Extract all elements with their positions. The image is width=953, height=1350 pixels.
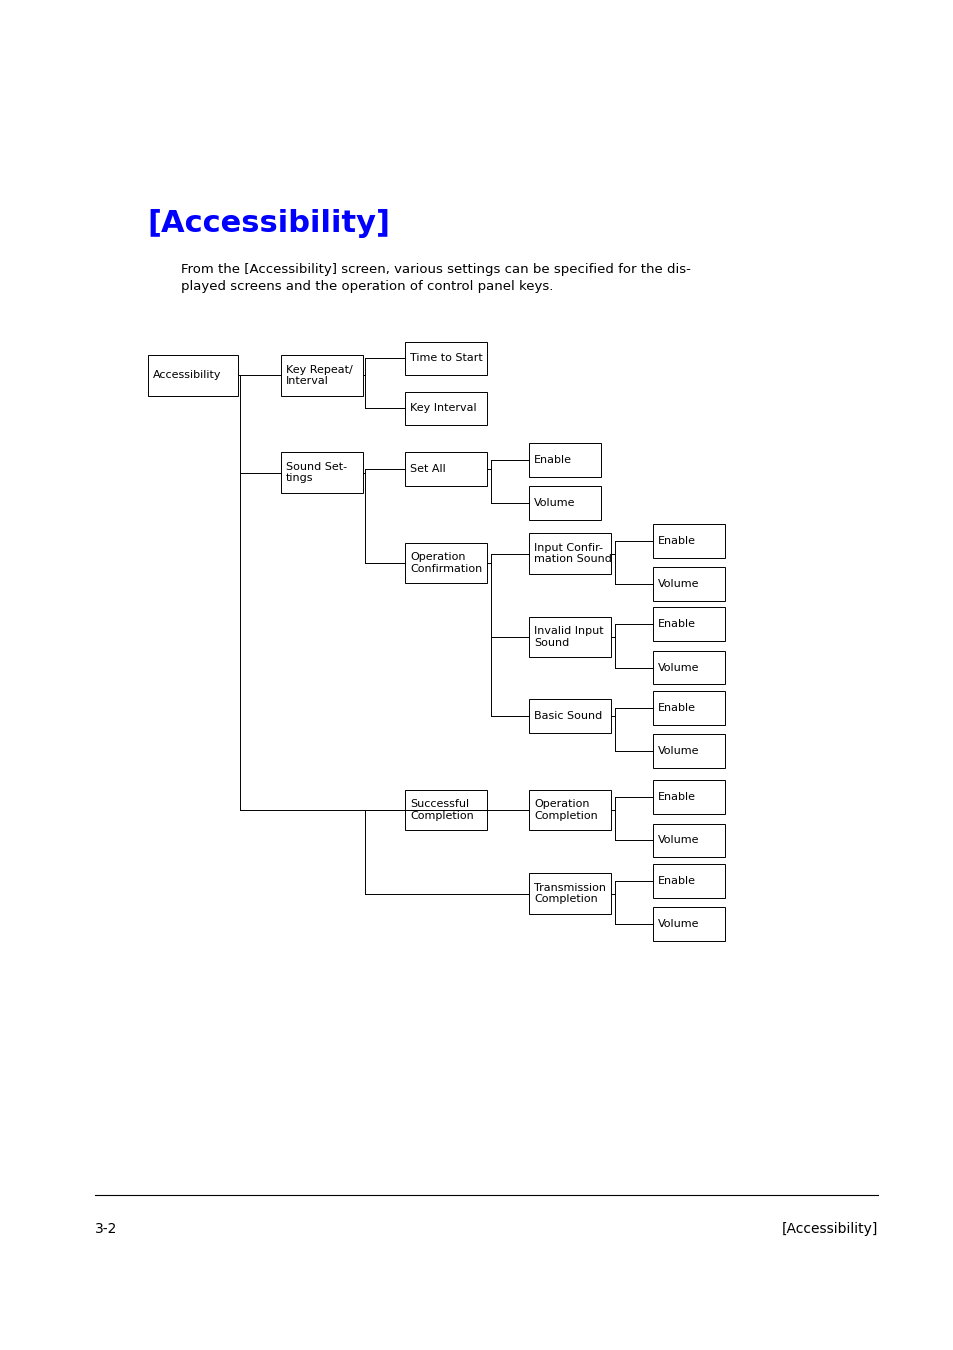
Text: Invalid Input
Sound: Invalid Input Sound — [534, 626, 603, 648]
FancyBboxPatch shape — [281, 452, 362, 493]
Text: Enable: Enable — [658, 876, 696, 886]
FancyBboxPatch shape — [529, 486, 600, 520]
FancyBboxPatch shape — [653, 907, 724, 941]
FancyBboxPatch shape — [529, 443, 600, 477]
Text: Time to Start: Time to Start — [410, 354, 482, 363]
FancyBboxPatch shape — [653, 824, 724, 857]
Text: Successful
Completion: Successful Completion — [410, 799, 474, 821]
Text: Input Confir-
mation Sound: Input Confir- mation Sound — [534, 543, 612, 564]
FancyBboxPatch shape — [529, 873, 610, 914]
Text: Transmission
Completion: Transmission Completion — [534, 883, 605, 905]
Text: Set All: Set All — [410, 464, 445, 474]
FancyBboxPatch shape — [653, 864, 724, 898]
Text: Enable: Enable — [658, 703, 696, 713]
Text: 3-2: 3-2 — [95, 1222, 117, 1235]
Text: Key Interval: Key Interval — [410, 404, 476, 413]
Text: [Accessibility]: [Accessibility] — [781, 1222, 877, 1235]
Text: Volume: Volume — [658, 663, 700, 672]
FancyBboxPatch shape — [529, 533, 610, 574]
Text: Basic Sound: Basic Sound — [534, 711, 602, 721]
Text: Volume: Volume — [658, 919, 700, 929]
Text: Volume: Volume — [658, 836, 700, 845]
FancyBboxPatch shape — [653, 524, 724, 558]
Text: Volume: Volume — [658, 747, 700, 756]
FancyBboxPatch shape — [653, 734, 724, 768]
FancyBboxPatch shape — [653, 651, 724, 684]
Text: From the [Accessibility] screen, various settings can be specified for the dis-
: From the [Accessibility] screen, various… — [181, 263, 690, 293]
Text: Key Repeat/
Interval: Key Repeat/ Interval — [286, 364, 353, 386]
FancyBboxPatch shape — [405, 790, 486, 830]
Text: Volume: Volume — [534, 498, 576, 508]
FancyBboxPatch shape — [653, 691, 724, 725]
Text: Enable: Enable — [658, 792, 696, 802]
Text: Enable: Enable — [534, 455, 572, 464]
FancyBboxPatch shape — [653, 608, 724, 641]
FancyBboxPatch shape — [529, 699, 610, 733]
Text: Sound Set-
tings: Sound Set- tings — [286, 462, 347, 483]
FancyBboxPatch shape — [653, 567, 724, 601]
Text: Accessibility: Accessibility — [152, 370, 221, 381]
Text: Enable: Enable — [658, 620, 696, 629]
FancyBboxPatch shape — [405, 342, 486, 375]
Text: Volume: Volume — [658, 579, 700, 589]
FancyBboxPatch shape — [653, 780, 724, 814]
Text: Operation
Confirmation: Operation Confirmation — [410, 552, 482, 574]
FancyBboxPatch shape — [281, 355, 362, 396]
FancyBboxPatch shape — [529, 790, 610, 830]
FancyBboxPatch shape — [529, 617, 610, 657]
FancyBboxPatch shape — [405, 392, 486, 425]
Text: [Accessibility]: [Accessibility] — [148, 209, 391, 238]
FancyBboxPatch shape — [405, 452, 486, 486]
FancyBboxPatch shape — [148, 355, 238, 396]
FancyBboxPatch shape — [405, 543, 486, 583]
Text: Operation
Completion: Operation Completion — [534, 799, 598, 821]
Text: Enable: Enable — [658, 536, 696, 545]
